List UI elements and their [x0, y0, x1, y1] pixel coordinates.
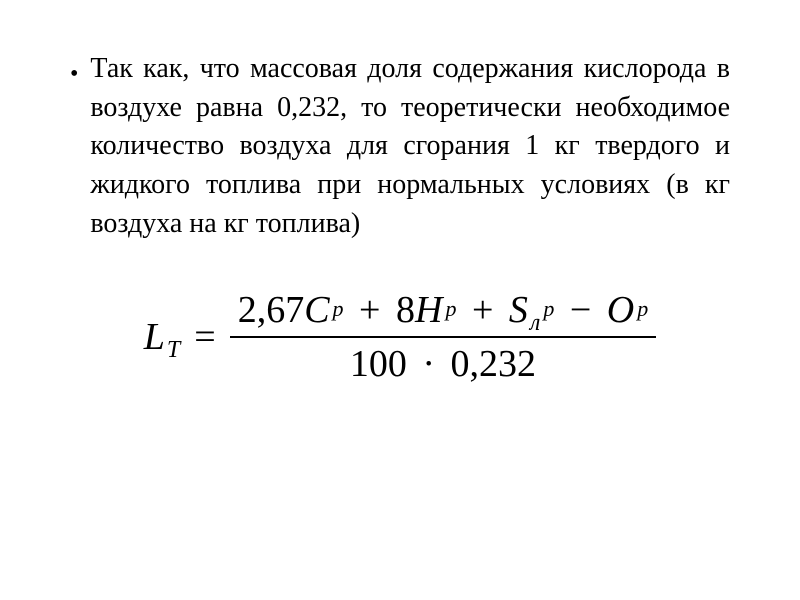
term2: 8 H p	[396, 288, 456, 332]
equals-sign: =	[194, 315, 215, 359]
denominator: 100 · 0,232	[342, 338, 544, 386]
term4-sup: p	[637, 296, 648, 322]
formula-lhs: L T	[144, 315, 181, 359]
term1-coef: 2,67	[238, 288, 305, 332]
op2: +	[472, 289, 493, 331]
denom-dot: ·	[422, 343, 435, 385]
op3: −	[570, 289, 591, 331]
term3-var: S	[509, 288, 528, 332]
term2-coef: 8	[396, 288, 415, 332]
term4: O p	[607, 288, 648, 332]
term2-var: H	[415, 288, 442, 332]
formula: L T = 2,67 C p + 8 H p + S л	[70, 288, 730, 386]
op1: +	[359, 289, 380, 331]
denom-val1: 100	[350, 343, 407, 385]
term3-sub: л	[530, 310, 540, 337]
term2-sup: p	[445, 296, 456, 322]
term3: S л p	[509, 288, 554, 332]
term3-sup: p	[543, 296, 554, 322]
fraction: 2,67 C p + 8 H p + S л p − O	[230, 288, 657, 386]
term1-var: C	[304, 288, 329, 332]
term4-var: O	[607, 288, 634, 332]
paragraph-text: Так как, что массовая доля содержания ки…	[90, 50, 730, 243]
numerator: 2,67 C p + 8 H p + S л p − O	[230, 288, 657, 336]
lhs-var: L	[144, 315, 165, 359]
denom-val2: 0,232	[451, 343, 537, 385]
bullet-paragraph: • Так как, что массовая доля содержания …	[70, 50, 730, 243]
lhs-sub: T	[167, 337, 180, 364]
bullet-marker: •	[70, 58, 78, 92]
term1-sup: p	[333, 296, 344, 322]
term1: 2,67 C p	[238, 288, 344, 332]
